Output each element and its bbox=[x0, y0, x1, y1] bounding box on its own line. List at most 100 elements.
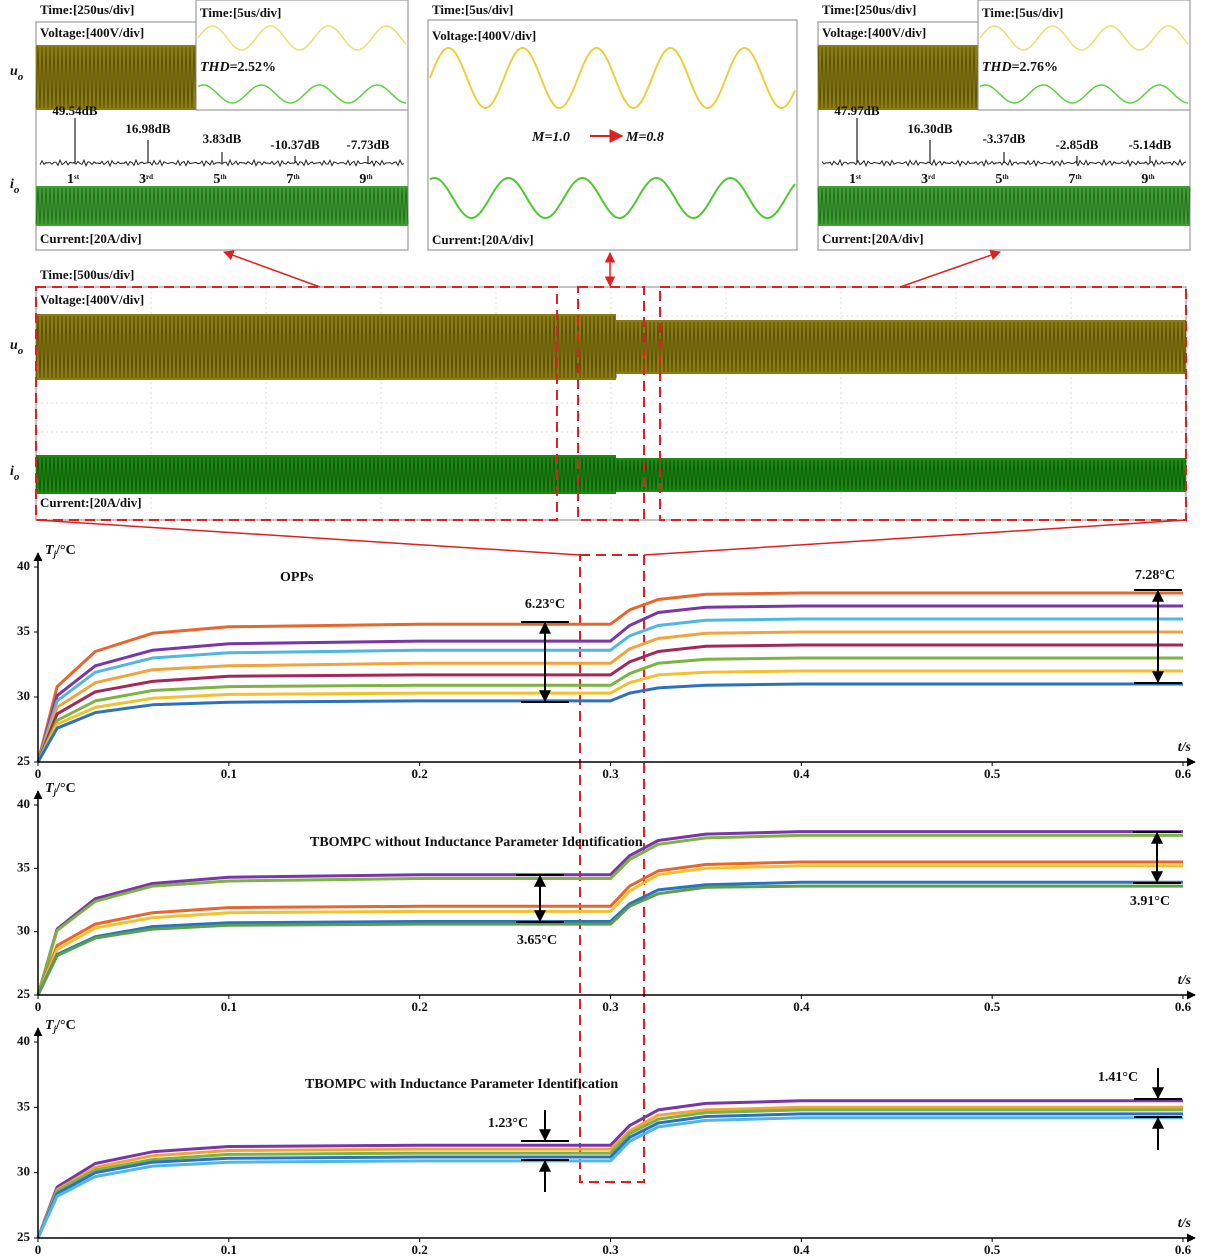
harmonic-db: 16.98dB bbox=[125, 121, 170, 136]
y-tick-label: 25 bbox=[17, 1229, 31, 1244]
modulation-before: M=1.0 bbox=[531, 130, 570, 145]
x-tick-label: 0 bbox=[35, 999, 42, 1014]
harmonic-suffix: st bbox=[74, 173, 80, 181]
thd-value: =2.52% bbox=[230, 60, 276, 75]
zoom-link bbox=[644, 520, 1186, 555]
harmonic-number: 3 bbox=[921, 172, 928, 187]
figure: Time:[250us/div] Voltage:[400V/div] Time:[… bbox=[0, 0, 1217, 1258]
y-axis-label: Tj/°C bbox=[45, 1018, 76, 1034]
harmonic-number: 7 bbox=[286, 172, 293, 187]
thd-value: =2.76% bbox=[1012, 60, 1058, 75]
x-tick-label: 0.4 bbox=[793, 999, 810, 1014]
signal-label-sub: o bbox=[14, 184, 20, 196]
y-label-unit: /°C bbox=[55, 543, 76, 558]
thd-label: THD bbox=[200, 60, 230, 75]
overview-voltage: Voltage:[400V/div] bbox=[40, 292, 144, 307]
harmonic-db: -10.37dB bbox=[270, 137, 320, 152]
x-tick-label: 0.3 bbox=[602, 1242, 619, 1257]
harmonic-number: 5 bbox=[213, 172, 220, 187]
harmonic-number: 1 bbox=[849, 172, 856, 187]
y-axis-label: Tj/°C bbox=[45, 543, 76, 559]
x-tick-label: 0.6 bbox=[1175, 999, 1192, 1014]
scope-current: Current:[20A/div] bbox=[432, 232, 534, 247]
y-tick-label: 25 bbox=[17, 986, 31, 1001]
harmonic-db: 47.97dB bbox=[834, 103, 879, 118]
harmonic-suffix: rd bbox=[146, 173, 153, 181]
x-tick-label: 0.4 bbox=[793, 766, 810, 781]
y-tick-label: 30 bbox=[17, 1164, 30, 1179]
x-tick-label: 0.5 bbox=[984, 766, 1001, 781]
harmonic-suffix: th bbox=[1148, 173, 1154, 181]
signal-label: io bbox=[10, 464, 20, 482]
temperature-line bbox=[38, 882, 1183, 995]
y-axis-label: Tj/°C bbox=[45, 781, 76, 797]
scope-time: Time:[5us/div] bbox=[432, 2, 513, 17]
harmonic-db: -7.73dB bbox=[347, 137, 390, 152]
temperature-line bbox=[38, 1107, 1183, 1238]
x-axis-label: t/s bbox=[1178, 1216, 1192, 1231]
scope-time: Time:[250us/div] bbox=[822, 2, 916, 17]
harmonic-db: 3.83dB bbox=[203, 131, 242, 146]
scope-current: Current:[20A/div] bbox=[40, 231, 142, 246]
chart-title: TBOMPC with Inductance Parameter Identif… bbox=[305, 1077, 618, 1092]
x-tick-label: 0.1 bbox=[221, 766, 237, 781]
scope-time: Time:[250us/div] bbox=[40, 2, 134, 17]
scope-voltage: Voltage:[400V/div] bbox=[822, 25, 926, 40]
harmonic-number: 9 bbox=[1141, 172, 1148, 187]
harmonic-suffix: th bbox=[293, 173, 299, 181]
x-axis-label: t/s bbox=[1178, 973, 1192, 988]
y-tick-label: 30 bbox=[17, 688, 30, 703]
temperature-line bbox=[38, 1110, 1183, 1238]
signal-label-sub: o bbox=[14, 471, 20, 483]
y-tick-label: 40 bbox=[17, 796, 30, 811]
harmonic-db: 49.54dB bbox=[52, 103, 97, 118]
spread-label: 1.41°C bbox=[1098, 1070, 1138, 1085]
y-tick-label: 35 bbox=[17, 859, 31, 874]
harmonic-suffix: th bbox=[1075, 173, 1081, 181]
x-tick-label: 0 bbox=[35, 766, 42, 781]
harmonic-number: 9 bbox=[359, 172, 366, 187]
thd: THD=2.76% bbox=[982, 60, 1058, 75]
y-label-unit: /°C bbox=[55, 1018, 76, 1033]
x-tick-label: 0.3 bbox=[602, 766, 619, 781]
chart-title: TBOMPC without Inductance Parameter Iden… bbox=[310, 835, 643, 850]
x-tick-label: 0.6 bbox=[1175, 1242, 1192, 1257]
scope-voltage: Voltage:[400V/div] bbox=[40, 25, 144, 40]
chart-title: OPPs bbox=[280, 570, 314, 585]
y-tick-label: 40 bbox=[17, 558, 30, 573]
signal-label-sub: o bbox=[18, 71, 24, 83]
signal-label-main: u bbox=[10, 64, 18, 79]
inset-time: Time:[5us/div] bbox=[200, 5, 281, 20]
scope-voltage: Voltage:[400V/div] bbox=[432, 28, 536, 43]
spread-label: 7.28°C bbox=[1135, 568, 1175, 583]
signal-label-sub: o bbox=[18, 345, 24, 357]
page: Time:[250us/div] Voltage:[400V/div] Time:[… bbox=[0, 0, 1217, 1258]
scope-current: Current:[20A/div] bbox=[822, 231, 924, 246]
modulation-after: M=0.8 bbox=[625, 130, 664, 145]
y-tick-label: 35 bbox=[17, 1098, 31, 1113]
x-tick-label: 0.3 bbox=[602, 999, 619, 1014]
spread-label: 3.91°C bbox=[1130, 894, 1170, 909]
x-tick-label: 0.5 bbox=[984, 1242, 1001, 1257]
harmonic-suffix: th bbox=[220, 173, 226, 181]
x-tick-label: 0.2 bbox=[412, 1242, 428, 1257]
x-tick-label: 0.5 bbox=[984, 999, 1001, 1014]
signal-label: io bbox=[10, 177, 20, 195]
harmonic-suffix: th bbox=[366, 173, 372, 181]
x-tick-label: 0.1 bbox=[221, 999, 237, 1014]
overview-time: Time:[500us/div] bbox=[40, 267, 134, 282]
inset-time: Time:[5us/div] bbox=[982, 5, 1063, 20]
y-tick-label: 25 bbox=[17, 753, 31, 768]
zoom-link bbox=[36, 520, 580, 555]
x-tick-label: 0 bbox=[35, 1242, 42, 1257]
y-label-unit: /°C bbox=[55, 781, 76, 796]
x-tick-label: 0.2 bbox=[412, 766, 428, 781]
x-axis-label: t/s bbox=[1178, 740, 1192, 755]
y-tick-label: 35 bbox=[17, 623, 31, 638]
temperature-line bbox=[38, 1101, 1183, 1238]
spread-label: 3.65°C bbox=[517, 933, 557, 948]
signal-label: uo bbox=[10, 64, 24, 82]
overview-current: Current:[20A/div] bbox=[40, 495, 142, 510]
zoom-arrow bbox=[900, 252, 1000, 287]
harmonic-number: 7 bbox=[1068, 172, 1075, 187]
